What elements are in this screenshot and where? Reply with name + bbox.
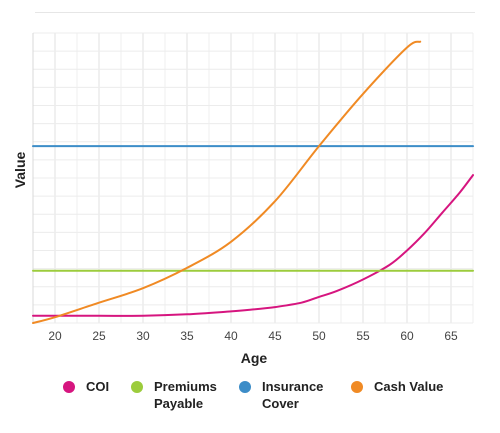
x-tick-label: 45 (268, 329, 282, 343)
legend-label-insurance-cover: Insurance Cover (262, 379, 324, 411)
x-tick-label: 60 (400, 329, 414, 343)
x-tick-label: 30 (136, 329, 150, 343)
x-tick-label: 35 (180, 329, 194, 343)
x-tick-label: 25 (92, 329, 106, 343)
chart-legend: COI Premiums Payable Insurance Cover Cas… (0, 378, 500, 428)
series-line-cash-value (32, 40, 422, 324)
y-axis-label: Value (12, 152, 28, 189)
x-axis-label: Age (241, 350, 268, 366)
legend-label-coi: COI (86, 379, 110, 394)
legend-item-insurance-cover[interactable]: Insurance Cover (239, 378, 323, 412)
top-divider (35, 12, 475, 13)
x-tick-label: 40 (224, 329, 238, 343)
x-tick-labels: 20 25 30 35 40 45 50 55 60 65 (48, 329, 458, 343)
legend-label-cash-value: Cash Value (374, 379, 444, 394)
x-tick-label: 50 (312, 329, 326, 343)
x-tick-label: 55 (356, 329, 370, 343)
legend-swatch-insurance-cover (239, 381, 251, 393)
legend-swatch-premiums-payable (131, 381, 143, 393)
legend-item-premiums-payable[interactable]: Premiums Payable (131, 378, 217, 412)
legend-swatch-coi (63, 381, 75, 393)
chart-series (32, 40, 474, 324)
legend-item-coi[interactable]: COI (63, 378, 109, 395)
chart-grid (32, 32, 474, 324)
legend-swatch-cash-value (351, 381, 363, 393)
x-tick-label: 65 (444, 329, 458, 343)
legend-item-cash-value[interactable]: Cash Value (351, 378, 443, 395)
x-tick-label: 20 (48, 329, 62, 343)
legend-label-premiums-payable: Premiums Payable (154, 379, 217, 411)
series-line-coi (32, 174, 474, 317)
